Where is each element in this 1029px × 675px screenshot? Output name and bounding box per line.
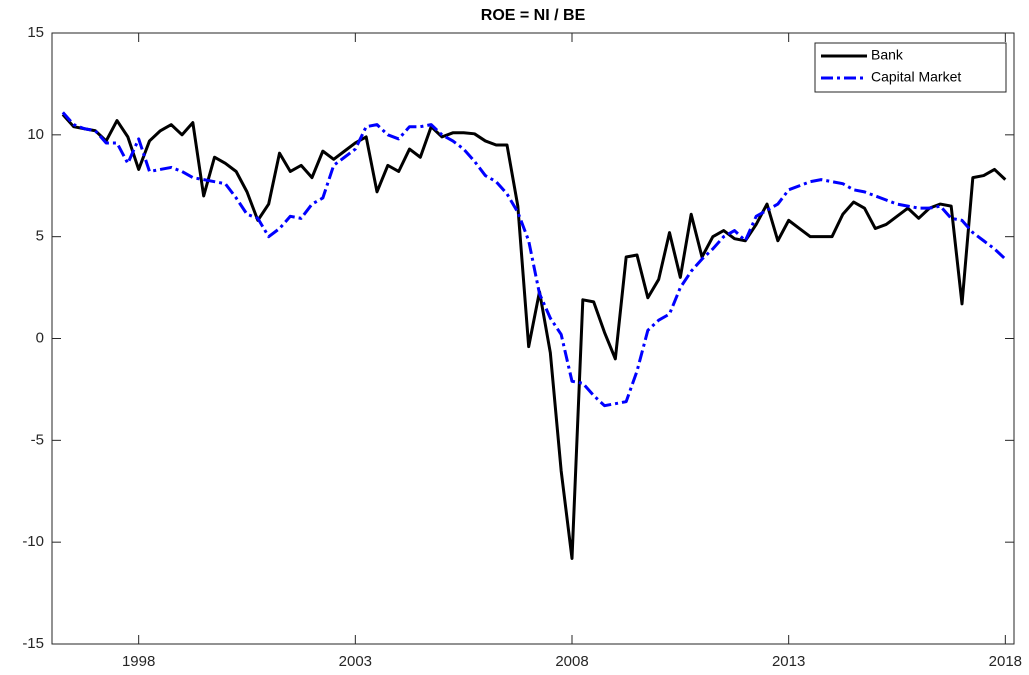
y-tick-label: 10 (27, 126, 44, 143)
line-series (61, 111, 1007, 408)
y-tick-label: -15 (22, 635, 44, 652)
y-tick-label: -10 (22, 533, 44, 550)
y-tick-label: -5 (31, 431, 44, 448)
legend-box (814, 42, 1007, 93)
y-tick-label: 5 (36, 228, 44, 245)
x-tick-label: 2013 (772, 653, 805, 670)
y-tick-label: 15 (27, 24, 44, 41)
x-tick-label: 2018 (989, 653, 1022, 670)
line-series (61, 113, 1007, 560)
y-tick-label: 0 (36, 329, 44, 346)
chart-title: ROE = NI / BE (481, 7, 586, 24)
x-tick-label: 2008 (555, 653, 588, 670)
legend-label: Bank (871, 47, 904, 63)
legend-label: Capital Market (871, 69, 961, 85)
x-tick-label: 1998 (122, 653, 155, 670)
x-tick-label: 2003 (339, 653, 372, 670)
